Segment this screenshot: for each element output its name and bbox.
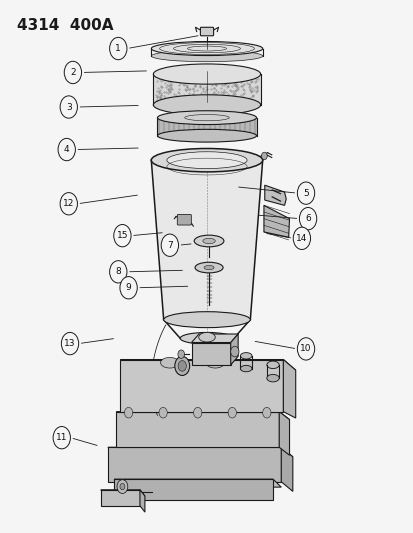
Polygon shape — [151, 160, 262, 320]
Polygon shape — [191, 343, 230, 365]
Polygon shape — [108, 447, 280, 482]
Text: 12: 12 — [63, 199, 74, 208]
Text: 3: 3 — [66, 102, 71, 111]
Ellipse shape — [180, 333, 233, 344]
Polygon shape — [120, 360, 295, 370]
Ellipse shape — [195, 262, 223, 273]
Circle shape — [58, 139, 75, 161]
Text: 4: 4 — [64, 145, 69, 154]
Polygon shape — [157, 118, 256, 136]
Ellipse shape — [151, 149, 262, 172]
Circle shape — [124, 407, 133, 418]
Ellipse shape — [153, 95, 260, 115]
Circle shape — [262, 407, 270, 418]
Circle shape — [61, 333, 78, 355]
Text: 6: 6 — [304, 214, 310, 223]
Text: 1: 1 — [115, 44, 121, 53]
Circle shape — [109, 37, 127, 60]
Polygon shape — [100, 490, 145, 496]
Circle shape — [53, 426, 70, 449]
Ellipse shape — [206, 358, 224, 368]
Circle shape — [174, 357, 189, 375]
Text: 9: 9 — [126, 283, 131, 292]
Text: 11: 11 — [56, 433, 67, 442]
Ellipse shape — [240, 366, 252, 372]
Ellipse shape — [198, 333, 215, 342]
Polygon shape — [264, 185, 285, 205]
Ellipse shape — [202, 238, 215, 244]
Circle shape — [178, 350, 184, 359]
Ellipse shape — [151, 42, 262, 55]
Ellipse shape — [194, 235, 223, 247]
Polygon shape — [120, 360, 282, 411]
Circle shape — [120, 483, 125, 490]
Ellipse shape — [240, 353, 252, 359]
Polygon shape — [230, 334, 237, 365]
FancyBboxPatch shape — [200, 27, 213, 36]
Text: 10: 10 — [299, 344, 311, 353]
Polygon shape — [153, 74, 260, 105]
Ellipse shape — [153, 64, 260, 84]
Polygon shape — [114, 479, 280, 487]
Circle shape — [230, 346, 238, 357]
Polygon shape — [140, 490, 145, 512]
Circle shape — [64, 61, 81, 84]
Ellipse shape — [166, 152, 247, 168]
Text: 7: 7 — [166, 241, 172, 250]
FancyBboxPatch shape — [177, 214, 191, 225]
Polygon shape — [114, 479, 272, 500]
Ellipse shape — [157, 130, 256, 142]
Polygon shape — [263, 205, 289, 237]
Circle shape — [120, 277, 137, 299]
Circle shape — [109, 261, 127, 283]
Text: 14: 14 — [295, 234, 307, 243]
Circle shape — [297, 182, 314, 204]
Ellipse shape — [266, 361, 278, 368]
Polygon shape — [282, 360, 295, 418]
Polygon shape — [100, 490, 140, 506]
Ellipse shape — [151, 50, 262, 62]
Circle shape — [228, 407, 236, 418]
Circle shape — [114, 224, 131, 247]
Polygon shape — [191, 334, 237, 343]
Circle shape — [193, 407, 202, 418]
Circle shape — [297, 338, 314, 360]
Circle shape — [161, 234, 178, 256]
Polygon shape — [278, 411, 289, 455]
Polygon shape — [116, 411, 278, 447]
Circle shape — [292, 227, 310, 249]
Polygon shape — [108, 447, 292, 457]
Ellipse shape — [204, 265, 214, 270]
Circle shape — [178, 361, 186, 371]
Circle shape — [117, 480, 128, 494]
Ellipse shape — [266, 374, 278, 382]
Text: 5: 5 — [302, 189, 308, 198]
Text: 2: 2 — [70, 68, 76, 77]
Ellipse shape — [160, 358, 179, 368]
Text: 8: 8 — [115, 268, 121, 276]
Ellipse shape — [157, 111, 256, 125]
Circle shape — [299, 207, 316, 230]
Circle shape — [159, 407, 167, 418]
Text: 13: 13 — [64, 339, 76, 348]
Circle shape — [60, 96, 77, 118]
Polygon shape — [280, 447, 292, 491]
Circle shape — [60, 192, 77, 215]
Ellipse shape — [163, 312, 250, 328]
Text: 4314  400A: 4314 400A — [17, 18, 114, 33]
Polygon shape — [116, 411, 289, 419]
Circle shape — [261, 152, 267, 160]
Text: 15: 15 — [116, 231, 128, 240]
